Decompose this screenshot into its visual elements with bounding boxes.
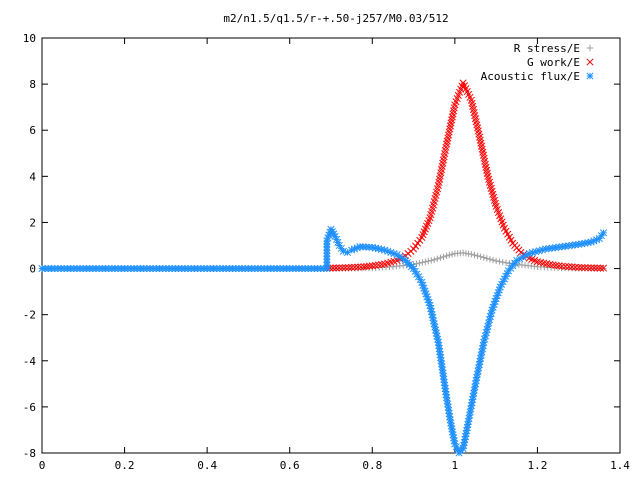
data-point bbox=[471, 251, 478, 259]
x-tick-label: 1.2 bbox=[527, 459, 547, 472]
x-tick-label: 1.4 bbox=[610, 459, 630, 472]
plot-frame bbox=[41, 37, 621, 454]
data-point bbox=[599, 264, 608, 272]
data-point bbox=[477, 253, 484, 260]
data-point bbox=[549, 261, 557, 269]
data-point bbox=[578, 263, 586, 272]
data-point bbox=[502, 259, 510, 266]
data-point bbox=[351, 263, 359, 271]
legend-marker bbox=[586, 72, 594, 80]
data-point bbox=[492, 257, 500, 265]
data-point bbox=[437, 254, 444, 262]
data-point bbox=[468, 251, 475, 258]
data-point bbox=[499, 258, 506, 266]
data-point bbox=[416, 259, 423, 267]
data-point bbox=[584, 264, 592, 272]
x-tick-label: 0.6 bbox=[280, 459, 300, 472]
data-point bbox=[365, 262, 374, 270]
y-tick-label: 10 bbox=[23, 32, 36, 45]
x-tick-label: 0.4 bbox=[197, 459, 217, 472]
data-point bbox=[474, 252, 481, 260]
data-point bbox=[506, 260, 513, 267]
legend-marker bbox=[586, 58, 594, 66]
data-point bbox=[599, 229, 608, 237]
x-tick-label: 0 bbox=[39, 459, 46, 472]
x-tick-label: 0.8 bbox=[362, 459, 382, 472]
data-point bbox=[338, 264, 346, 272]
data-point bbox=[329, 264, 337, 272]
data-point bbox=[440, 253, 447, 261]
chart-title: m2/n1.5/q1.5/r-+.50-j257/M0.03/512 bbox=[223, 12, 448, 25]
data-point bbox=[486, 256, 494, 263]
legend-marker bbox=[586, 44, 594, 52]
data-point bbox=[561, 262, 570, 271]
data-point bbox=[590, 264, 598, 272]
data-point bbox=[558, 262, 566, 270]
legend-label: Acoustic flux/E bbox=[481, 70, 580, 83]
y-tick-label: 4 bbox=[29, 170, 36, 183]
data-point bbox=[480, 254, 487, 261]
data-point bbox=[378, 260, 386, 268]
data-point bbox=[575, 263, 583, 271]
data-point bbox=[483, 255, 491, 262]
data-point bbox=[354, 263, 362, 271]
y-tick-label: 0 bbox=[29, 263, 36, 276]
data-point bbox=[357, 263, 365, 271]
data-point bbox=[587, 264, 595, 272]
data-point bbox=[387, 248, 395, 256]
data-point bbox=[431, 256, 438, 263]
data-point bbox=[371, 261, 379, 269]
y-tick-label: -8 bbox=[23, 447, 36, 460]
data-point bbox=[496, 258, 503, 265]
data-point bbox=[555, 262, 563, 270]
y-tick-label: 8 bbox=[29, 78, 36, 91]
data-point bbox=[425, 257, 432, 265]
data-point bbox=[596, 264, 604, 272]
data-point bbox=[489, 256, 497, 264]
series-layer bbox=[38, 79, 608, 457]
axis-ticks: 0 0.2 0.4 0.6 0.8 1 1.2 1.4 -8 -6 -4 -2 0 2 4 6 8 10 bbox=[23, 32, 631, 472]
data-point bbox=[344, 263, 353, 272]
data-point bbox=[446, 251, 453, 259]
data-point bbox=[571, 263, 579, 271]
data-point bbox=[335, 264, 343, 272]
data-point bbox=[460, 441, 468, 449]
data-point bbox=[434, 255, 441, 263]
data-point bbox=[546, 260, 554, 268]
data-point bbox=[341, 264, 350, 272]
data-point bbox=[568, 263, 576, 271]
data-point bbox=[552, 261, 560, 269]
data-point bbox=[339, 247, 347, 255]
series-2 bbox=[38, 225, 608, 457]
x-tick-label: 1 bbox=[452, 459, 459, 472]
data-point bbox=[448, 251, 456, 258]
data-point bbox=[447, 419, 455, 427]
data-point bbox=[593, 264, 601, 272]
legend-label: R stress/E bbox=[514, 42, 580, 55]
data-point bbox=[374, 261, 383, 269]
data-point bbox=[348, 263, 356, 271]
data-point bbox=[332, 264, 340, 272]
data-point bbox=[428, 257, 435, 264]
data-point bbox=[368, 262, 376, 270]
x-tick-label: 0.2 bbox=[115, 459, 135, 472]
data-point bbox=[443, 252, 450, 260]
series-1 bbox=[323, 79, 608, 272]
data-point bbox=[500, 275, 508, 283]
y-tick-label: -4 bbox=[23, 355, 37, 368]
data-point bbox=[419, 259, 426, 266]
y-tick-label: -2 bbox=[23, 309, 36, 322]
data-point bbox=[422, 258, 429, 265]
data-point bbox=[581, 264, 589, 272]
legend-label: G work/E bbox=[527, 56, 580, 69]
data-point bbox=[542, 245, 550, 253]
y-tick-label: 2 bbox=[29, 216, 36, 229]
data-point bbox=[462, 430, 470, 438]
data-point bbox=[565, 263, 573, 271]
y-tick-label: -6 bbox=[23, 401, 36, 414]
y-tick-label: 6 bbox=[29, 124, 36, 137]
